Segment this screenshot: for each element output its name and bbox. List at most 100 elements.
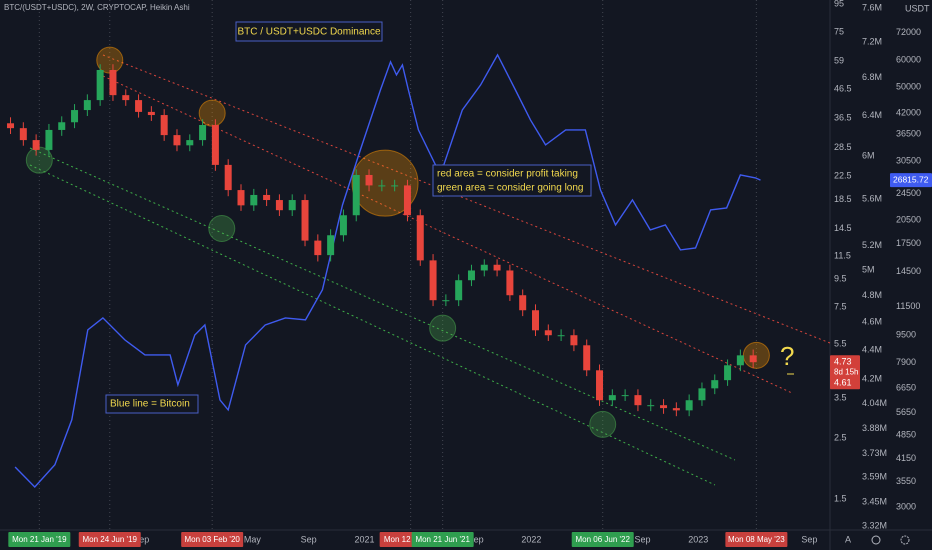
marker-label: Mon 08 May '23 (728, 535, 785, 544)
y-tick-label: 18.5 (834, 194, 852, 204)
y2-axis-label: USDT (905, 3, 930, 13)
y3-tick-label: 4.04M (862, 398, 887, 408)
trend-line (102, 54, 831, 344)
candle-body (275, 200, 283, 211)
marker-label-box (181, 532, 244, 547)
marker-label-box (571, 532, 634, 547)
candle-body (531, 310, 539, 331)
y-tick-label: 46.5 (834, 84, 852, 94)
title-box (235, 21, 383, 42)
candle-body (7, 123, 15, 129)
candle-body (147, 111, 155, 116)
y-tick-label: 3.5 (834, 393, 847, 403)
y-tick-label: 1.5 (834, 494, 847, 504)
y3-tick-label: 3.73M (862, 448, 887, 458)
candle-body (416, 215, 424, 261)
x-tick-label: Sep (801, 534, 817, 544)
toolbar-button[interactable]: A (845, 534, 851, 544)
y-tick-label: 11.5 (834, 251, 851, 261)
marker-label: Mon 21 Jan '19 (12, 535, 67, 544)
chart-header: BTC/(USDT+USDC), 2W, CRYPTOCAP, Heikin A… (4, 3, 190, 12)
y2-tick-label: 14500 (896, 266, 921, 276)
candle-body (685, 400, 693, 411)
highlight-circle (198, 99, 226, 127)
candle-body (58, 122, 66, 130)
y3-tick-label: 3.59M (862, 472, 887, 482)
note-box (432, 164, 592, 197)
y3-tick-label: 4.6M (862, 317, 882, 327)
y-tick-label: 28.5 (834, 142, 852, 152)
y2-tick-label: 30500 (896, 155, 921, 165)
y2-tick-label: 72000 (896, 27, 921, 37)
y3-tick-label: 4.2M (862, 374, 882, 384)
settings-button[interactable] (900, 535, 910, 545)
highlight-circle (25, 146, 53, 174)
question-mark: ? (780, 341, 794, 371)
marker-label-box (78, 532, 141, 547)
candle-body (339, 215, 347, 236)
candle-body (237, 190, 245, 206)
note: Blue line = Bitcoin (110, 399, 190, 410)
note: green area = consider going long (437, 183, 584, 194)
y3-tick-label: 3.45M (862, 497, 887, 507)
y3-tick-label: 3.88M (862, 423, 887, 433)
price-tag: 26815.72 (893, 174, 929, 184)
marker-label-box (411, 532, 474, 547)
candle-body (96, 69, 104, 101)
y-tick-label: 14.5 (834, 223, 852, 233)
y3-tick-label: 5M (862, 264, 875, 274)
candle-body (429, 260, 437, 301)
candle-body (596, 370, 604, 401)
candle-body (211, 124, 219, 165)
candle-body (519, 295, 527, 311)
candle-body (263, 194, 271, 201)
candle-body (583, 345, 591, 371)
y2-tick-label: 11500 (896, 301, 920, 311)
y-tick-label: 9.5 (834, 273, 847, 283)
candle-body (378, 185, 386, 187)
candle-body (83, 100, 91, 111)
highlight-circle (96, 46, 124, 74)
note-box (105, 394, 199, 414)
candle-body (480, 264, 488, 271)
marker-label: Mon 03 Feb '20 (185, 535, 241, 544)
y3-tick-label: 7.2M (862, 36, 882, 46)
y-tick-label: 75 (834, 27, 844, 37)
y3-tick-label: 6.8M (862, 72, 882, 82)
y-tick-label: 7.5 (834, 302, 847, 312)
y3-tick-label: 3.32M (862, 521, 887, 531)
y2-tick-label: 24500 (896, 188, 921, 198)
y2-tick-label: 3550 (896, 476, 916, 486)
toolbar-button[interactable] (871, 535, 881, 545)
highlight-circle (589, 410, 617, 438)
y3-tick-label: 7.6M (862, 3, 882, 13)
bitcoin-line (14, 53, 761, 488)
candle-body (352, 174, 360, 216)
candle-body (621, 395, 629, 397)
candle-body (173, 135, 181, 146)
candle-body (557, 335, 565, 337)
candle-body (135, 100, 143, 112)
marker-label-box (725, 532, 788, 547)
price-tag-countdown: 8d 15h (834, 367, 858, 376)
price-tag-box (890, 173, 932, 188)
y2-tick-label: 60000 (896, 54, 921, 64)
trend-line (29, 164, 716, 486)
y2-tick-label: 3000 (896, 501, 916, 511)
x-tick-label: 2022 (521, 534, 541, 544)
candle-body (301, 200, 309, 241)
y3-tick-label: 6.4M (862, 110, 882, 120)
marker-label: Mon 21 Jun '21 (415, 535, 470, 544)
candle-body (160, 115, 168, 136)
y-tick-label: 22.5 (834, 170, 852, 180)
candle-body (736, 355, 744, 366)
candle-body (45, 129, 53, 150)
x-tick-label: 2021 (354, 534, 374, 544)
y-tick-label: 36.5 (834, 113, 852, 123)
marker-label: Mon 06 Jun '22 (575, 535, 630, 544)
y3-tick-label: 5.2M (862, 240, 882, 250)
highlight-circle (208, 214, 236, 242)
